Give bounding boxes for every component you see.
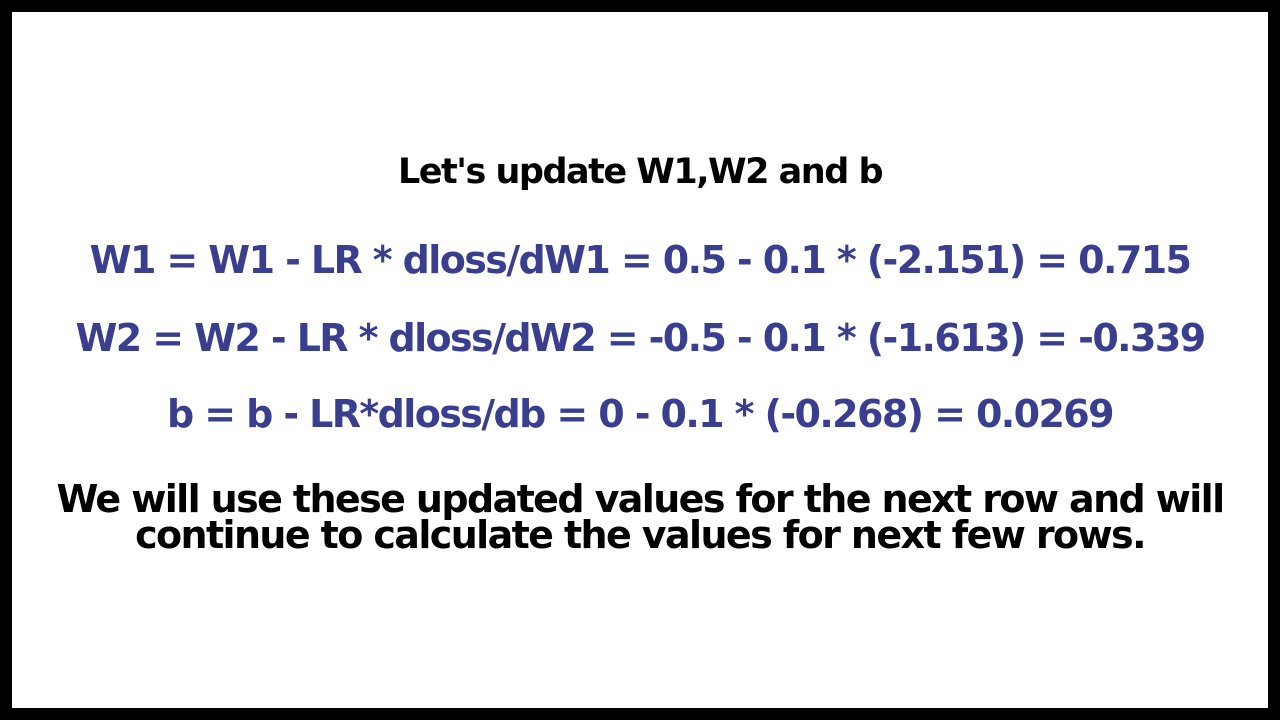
note-line-2: continue to calculate the values for nex…: [135, 513, 1146, 557]
equation-b-update: b = b - LR*dloss/db = 0 - 0.1 * (-0.268)…: [167, 392, 1115, 436]
equation-w2-update: W2 = W2 - LR * dloss/dW2 = -0.5 - 0.1 * …: [75, 316, 1206, 360]
equation-w1-update: W1 = W1 - LR * dloss/dW1 = 0.5 - 0.1 * (…: [89, 238, 1192, 282]
note-line-1: We will use these updated values for the…: [56, 477, 1225, 521]
slide-canvas: [12, 12, 1268, 708]
slide-title: Let's update W1,W2 and b: [397, 152, 884, 192]
